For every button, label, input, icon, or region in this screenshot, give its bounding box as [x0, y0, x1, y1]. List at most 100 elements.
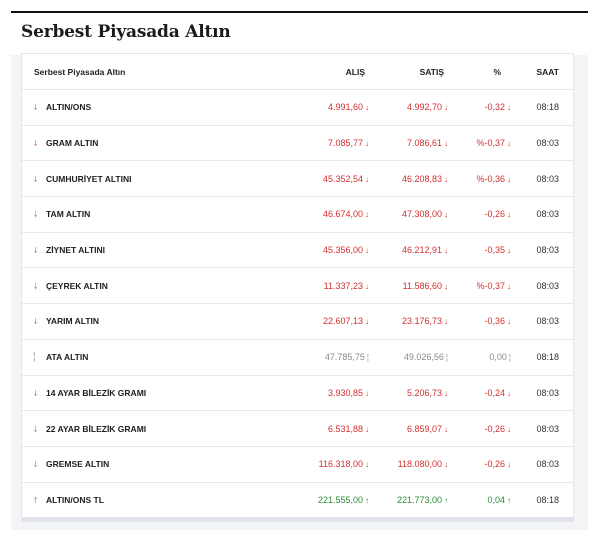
alis-text: 116.318,00 — [318, 459, 363, 470]
satis-text: 4.992,70 — [406, 102, 442, 113]
percent-text: 0,00 — [489, 352, 507, 363]
arrow-down-icon: ↓ — [507, 210, 511, 220]
table-header-row: Serbest Piyasada Altın ALIŞ SATIŞ % SAAT — [22, 54, 573, 90]
satis-text: 221.773,00 — [396, 494, 442, 505]
table-row[interactable]: ↓ CUMHURİYET ALTINI 45.352,54 ↓ 46.208,83 ↓ %-… — [22, 161, 573, 198]
percent-change: %-0,37 ↓ — [476, 281, 511, 291]
arrow-down-icon: ↓ — [444, 317, 448, 327]
percent-text: %-0,36 — [476, 173, 505, 184]
alis-value: 7.085,77 ↓ — [328, 138, 369, 148]
arrow-down-icon: ↓ — [33, 458, 38, 470]
satis-value: 11.586,60 ↓ — [403, 281, 448, 291]
table-row[interactable]: ↓ 22 AYAR BİLEZİK GRAMI 6.531,88 ↓ 6.859,07 ↓… — [22, 411, 573, 447]
arrow-down-icon: ↓ — [507, 317, 511, 327]
table-row[interactable]: ↓ ALTIN/ONS 4.991,60 ↓ 4.992,70 ↓ -0,32 ↓ 08:18 — [22, 90, 573, 126]
satis-value: 221.773,00 ↑ — [397, 495, 448, 505]
row-name-link[interactable]: 22 AYAR BİLEZİK GRAMI — [46, 423, 147, 434]
row-name-link[interactable]: ALTIN/ONS — [46, 102, 92, 113]
row-name-link[interactable]: YARIM ALTIN — [46, 316, 100, 327]
arrow-down-icon: ↓ — [444, 246, 448, 256]
arrow-down-icon: ↓ — [365, 174, 369, 184]
table-row[interactable]: ¦ ATA ALTIN 47.785,75 ¦ 49.026,56 ¦ 0,00 ¦ 08:18 — [22, 340, 573, 376]
time-value: 08:18 — [536, 102, 559, 113]
alis-value: 45.352,54 ↓ — [323, 174, 369, 184]
table-row[interactable]: ↓ 14 AYAR BİLEZİK GRAMI 3.930,85 ↓ 5.206,73 ↓… — [22, 376, 573, 412]
arrow-down-icon: ↓ — [444, 174, 448, 184]
percent-change: -0,24 ↓ — [484, 388, 511, 398]
satis-value: 4.992,70 ↓ — [407, 102, 448, 112]
table-row[interactable]: ↓ ZİYNET ALTINI 45.356,00 ↓ 46.212,91 ↓ -0,35 ↓… — [22, 233, 573, 269]
table-row[interactable]: ↓ TAM ALTIN 46.674,00 ↓ 47.308,00 ↓ -0,26 ↓ 08:0… — [22, 197, 573, 233]
table-body: ↓ ALTIN/ONS 4.991,60 ↓ 4.992,70 ↓ -0,32 ↓ 08:18 ↓… — [22, 90, 573, 521]
row-name-link[interactable]: GREMSE ALTIN — [46, 459, 110, 470]
percent-text: 0,04 — [487, 494, 505, 505]
table-row[interactable]: ↑ ALTIN/ONS TL 221.555,00 ↑ 221.773,00 ↑ 0,04 ↑… — [22, 483, 573, 521]
satis-text: 47.308,00 — [401, 209, 442, 220]
satis-value: 23.176,73 ↓ — [402, 316, 448, 326]
arrow-down-icon: ↓ — [33, 387, 38, 399]
alis-value: 46.674,00 ↓ — [323, 209, 369, 219]
alis-text: 22.607,13 — [322, 316, 363, 327]
row-name-link[interactable]: ATA ALTIN — [46, 352, 89, 363]
satis-value: 118.080,00 ↓ — [398, 459, 448, 469]
row-name-link[interactable]: ALTIN/ONS TL — [46, 494, 104, 505]
arrow-down-icon: ↓ — [507, 174, 511, 184]
alis-text: 46.674,00 — [322, 209, 363, 220]
satis-text: 46.208,83 — [401, 173, 442, 184]
alis-text: 45.356,00 — [322, 245, 363, 256]
arrow-up-icon: ↑ — [365, 495, 369, 505]
arrow-down-icon: ↓ — [365, 388, 369, 398]
row-name-link[interactable]: ÇEYREK ALTIN — [46, 280, 108, 291]
time-value: 08:03 — [536, 173, 559, 184]
satis-value: 5.206,73 ↓ — [407, 388, 448, 398]
row-name-link[interactable]: CUMHURİYET ALTINI — [46, 173, 132, 184]
alis-value: 221.555,00 ↑ — [318, 495, 369, 505]
arrow-down-icon: ↓ — [33, 280, 38, 292]
percent-text: -0,26 — [484, 459, 505, 470]
arrow-down-icon: ↓ — [365, 103, 369, 113]
table-row[interactable]: ↓ YARIM ALTIN 22.607,13 ↓ 23.176,73 ↓ -0,36 ↓ 08… — [22, 304, 573, 340]
column-header-alis[interactable]: ALIŞ — [345, 66, 365, 77]
gold-price-table: Serbest Piyasada Altın ALIŞ SATIŞ % SAAT… — [21, 53, 574, 522]
table-row[interactable]: ↓ ÇEYREK ALTIN 11.337,23 ↓ 11.586,60 ↓ %-0,37 ↓… — [22, 268, 573, 305]
arrow-down-icon: ↓ — [365, 139, 369, 149]
column-header-satis[interactable]: SATIŞ — [419, 66, 444, 77]
arrow-down-icon: ↓ — [444, 281, 448, 291]
time-value: 08:03 — [536, 209, 559, 220]
arrow-up-icon: ↑ — [444, 495, 448, 505]
satis-value: 7.086,61 ↓ — [407, 138, 448, 148]
percent-text: %-0,37 — [476, 280, 505, 291]
arrow-down-icon: ↓ — [33, 101, 38, 113]
arrow-down-icon: ↓ — [507, 103, 511, 113]
row-name-link[interactable]: GRAM ALTIN — [46, 138, 99, 149]
column-header-percent[interactable]: % — [493, 66, 501, 77]
arrow-down-icon: ↓ — [33, 173, 38, 185]
arrow-down-icon: ↓ — [444, 460, 448, 470]
page-frame: Serbest Piyasada Altın Serbest Piyasada … — [11, 11, 588, 530]
alis-value: 47.785,75 ¦ — [325, 352, 369, 362]
arrow-down-icon: ↓ — [33, 137, 38, 149]
arrow-down-icon: ↓ — [444, 210, 448, 220]
table-row[interactable]: ↓ GRAM ALTIN 7.085,77 ↓ 7.086,61 ↓ %-0,37 ↓ 08:0… — [22, 126, 573, 162]
neutral-tick-icon: ¦ — [366, 353, 369, 363]
alis-value: 6.531,88 ↓ — [328, 424, 369, 434]
satis-text: 118.080,00 — [397, 459, 442, 470]
arrow-down-icon: ↓ — [365, 281, 369, 291]
arrow-down-icon: ↓ — [507, 281, 511, 291]
page-title: Serbest Piyasada Altın — [21, 22, 231, 42]
time-value: 08:03 — [536, 387, 559, 398]
table-row[interactable]: ↓ GREMSE ALTIN 116.318,00 ↓ 118.080,00 ↓ -0,26… — [22, 447, 573, 483]
arrow-down-icon: ↓ — [507, 246, 511, 256]
percent-text: -0,26 — [484, 423, 505, 434]
percent-text: %-0,37 — [476, 138, 505, 149]
column-header-saat[interactable]: SAAT — [536, 66, 559, 77]
percent-text: -0,35 — [484, 245, 505, 256]
satis-value: 46.208,83 ↓ — [402, 174, 448, 184]
time-value: 08:03 — [536, 138, 559, 149]
row-name-link[interactable]: TAM ALTIN — [46, 209, 91, 220]
column-header-name[interactable]: Serbest Piyasada Altın — [34, 66, 126, 77]
arrow-up-icon: ↑ — [33, 494, 38, 506]
row-name-link[interactable]: ZİYNET ALTINI — [46, 245, 106, 256]
percent-text: -0,24 — [484, 387, 505, 398]
row-name-link[interactable]: 14 AYAR BİLEZİK GRAMI — [46, 387, 147, 398]
